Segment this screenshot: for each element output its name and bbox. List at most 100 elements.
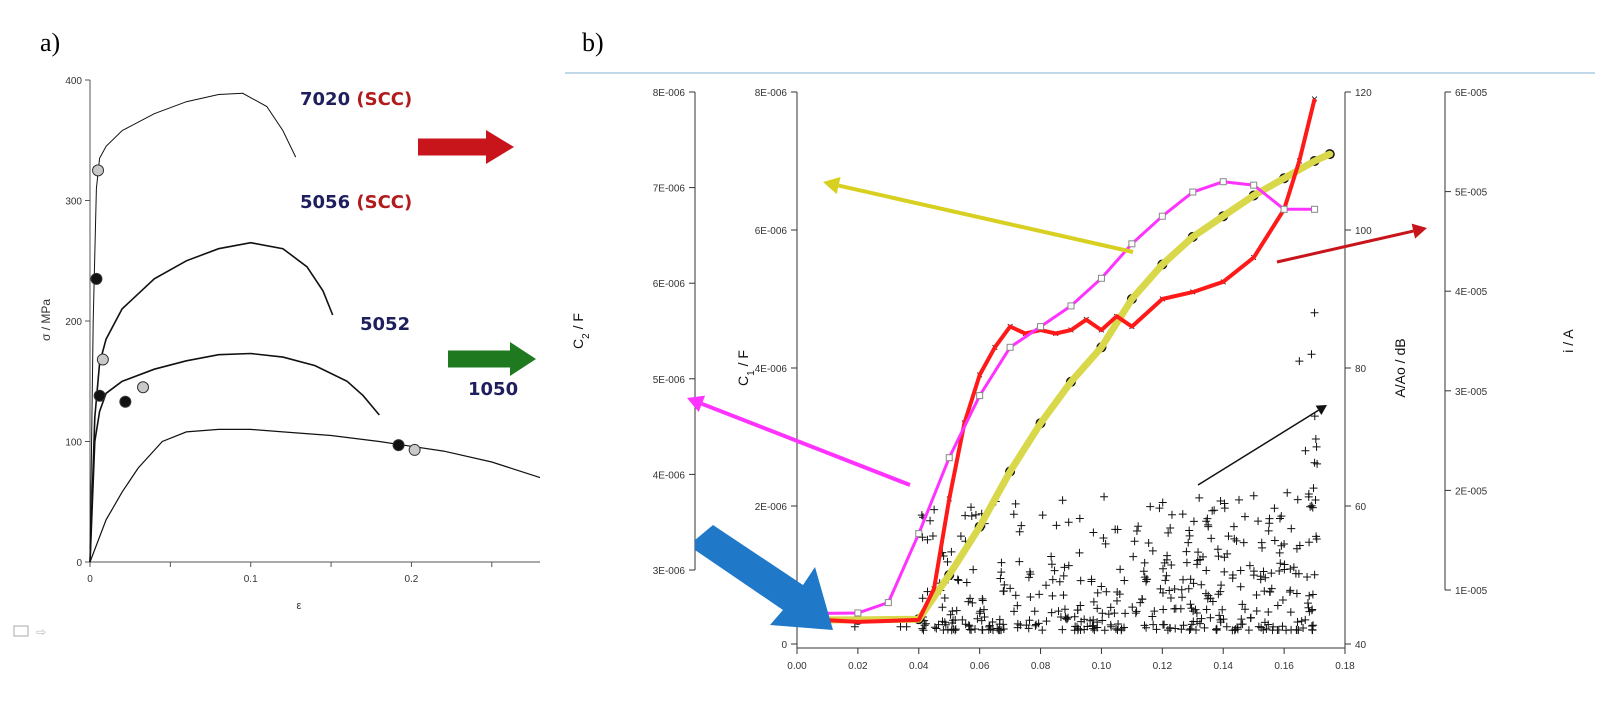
scatter-point <box>989 626 997 635</box>
scatter-point <box>969 565 978 574</box>
square-marker <box>1219 178 1227 186</box>
scatter-point <box>1099 534 1108 543</box>
scatter-point <box>951 626 960 635</box>
scatter-point <box>1056 612 1065 621</box>
scatter-point <box>968 598 977 607</box>
scatter-point <box>1015 557 1024 566</box>
scatter-point <box>923 535 932 544</box>
scatter-point <box>985 622 994 631</box>
scatter-point <box>932 624 941 633</box>
scatter-point <box>1186 624 1195 633</box>
scatter-point <box>1310 570 1319 579</box>
scatter-point <box>1245 561 1254 570</box>
scatter-point <box>1278 622 1287 631</box>
series-line-yellow <box>793 150 1334 624</box>
scatter-point <box>1301 615 1310 624</box>
scatter-point <box>1273 601 1282 610</box>
scatter-point <box>1220 553 1229 562</box>
scatter-point <box>1146 502 1155 511</box>
scatter-point <box>999 587 1008 596</box>
scatter-point <box>1178 593 1187 602</box>
scatter-point <box>1160 558 1169 567</box>
scatter-point <box>1073 606 1082 615</box>
scatter-point <box>1158 498 1167 507</box>
scatter-point <box>1293 495 1302 504</box>
c1-tick-label: 2E-006 <box>755 502 788 513</box>
scatter-point <box>938 603 947 612</box>
c2-tick-label: 4E-006 <box>653 470 686 481</box>
c2-tick-label: 8E-006 <box>653 88 686 99</box>
y-tick-label: 0 <box>76 558 82 569</box>
scatter-point <box>1013 623 1022 632</box>
scatter-point <box>1089 528 1098 537</box>
scatter-point <box>1257 623 1266 632</box>
scatter-point <box>949 616 958 625</box>
scatter-point <box>1038 626 1047 635</box>
scatter-point <box>1292 589 1301 598</box>
scatter-point <box>1131 609 1140 618</box>
i-tick-label: 1E-005 <box>1455 586 1488 597</box>
scatter-point <box>1000 580 1009 589</box>
scatter-point <box>1116 565 1125 574</box>
scatter-point <box>1197 580 1206 589</box>
scatter-point <box>1150 607 1159 616</box>
scatter-point <box>975 609 984 618</box>
scatter-point <box>971 510 980 519</box>
scatter-point <box>1177 585 1186 594</box>
scatter-point <box>1224 532 1233 541</box>
scatter-point <box>1194 548 1203 557</box>
scatter-point <box>940 594 949 603</box>
scatter-point <box>1017 521 1026 530</box>
series-line-red <box>796 98 1317 624</box>
square-marker <box>1037 323 1045 331</box>
scatter-point <box>1264 607 1273 616</box>
scatter-point <box>1129 552 1138 561</box>
scatter-point <box>1098 609 1107 618</box>
scatter-point <box>1038 511 1047 520</box>
scatter-point <box>1275 548 1284 557</box>
scatter-point <box>1286 586 1295 595</box>
scatter-point <box>1093 604 1102 613</box>
scatter-point <box>1267 584 1276 593</box>
scatter-point <box>1252 590 1261 599</box>
scatter-point <box>1024 624 1033 633</box>
scatter-point <box>1308 626 1317 635</box>
scatter-point <box>1308 590 1317 599</box>
scatter-point <box>1042 581 1051 590</box>
scatter-point <box>1164 528 1173 537</box>
scatter-point <box>971 624 980 633</box>
scatter-point <box>1200 623 1209 632</box>
scatter-point <box>976 607 985 616</box>
scatter-point <box>930 505 939 514</box>
scatter-point <box>1305 538 1314 547</box>
c2-axis-title: C2 / F <box>570 313 592 349</box>
scatter-point <box>1292 544 1301 553</box>
scatter-point <box>1035 590 1044 599</box>
i-tick-label: 2E-005 <box>1455 486 1488 497</box>
red-block-arrow <box>418 130 514 164</box>
black-arrow-shaft <box>1197 409 1319 486</box>
scatter-point <box>1158 588 1167 597</box>
scatter-point <box>1011 591 1020 600</box>
square-marker <box>945 454 953 462</box>
scatter-point <box>1249 567 1258 576</box>
scatter-point <box>1006 584 1015 593</box>
x-tick-label: 0.02 <box>848 661 868 672</box>
scatter-point <box>1254 517 1263 526</box>
scatter-point <box>1076 626 1085 635</box>
scatter-point <box>1267 569 1276 578</box>
square-marker <box>1250 181 1258 189</box>
scatter-point <box>967 503 976 512</box>
scatter-point <box>1264 620 1273 629</box>
series-group-b <box>793 98 1334 624</box>
scatter-point <box>917 511 926 520</box>
series-label-text: 7020 (SCC) <box>300 89 412 110</box>
c1-tick-label: 4E-006 <box>755 364 788 375</box>
scatter-point <box>1144 538 1153 547</box>
scatter-point <box>1303 572 1312 581</box>
scatter-point <box>1206 613 1215 622</box>
axes-a: 0 100 200 300 400 0 0.1 0.2 ε σ / MPa <box>39 76 540 612</box>
scatter-point <box>1167 560 1176 569</box>
scatter-point <box>1191 605 1200 614</box>
scatter-point <box>1058 496 1067 505</box>
